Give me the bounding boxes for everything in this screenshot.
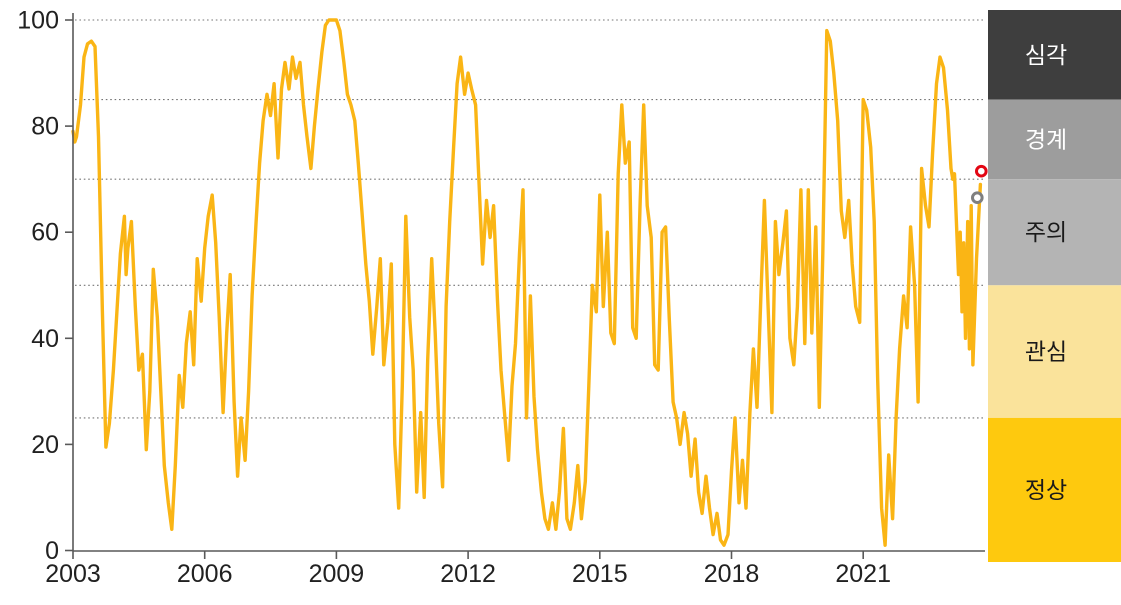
x-tick-label-2015: 2015 [572, 560, 628, 588]
series-risk-index [71, 18, 983, 547]
y-tick-label-20: 20 [31, 431, 59, 459]
y-tick-label-0: 0 [45, 537, 59, 565]
legend-band-severe [988, 10, 1121, 100]
x-tick-label-2012: 2012 [440, 560, 496, 588]
legend-band-interest [988, 285, 1121, 418]
marker-latest-value [975, 164, 988, 178]
x-tick-label-2018: 2018 [704, 560, 760, 588]
legend-label-caution: 주의 [1025, 219, 1067, 245]
legend-band-normal [988, 417, 1121, 562]
legend-label-severe: 심각 [1025, 42, 1067, 68]
legend-label-interest: 관심 [1025, 339, 1067, 365]
y-tick-label-100: 100 [17, 7, 59, 35]
legend-band-alert [988, 99, 1121, 180]
marker-previous-value [971, 191, 984, 204]
y-tick-label-80: 80 [31, 113, 59, 141]
y-tick-label-60: 60 [31, 219, 59, 247]
x-tick-label-2003: 2003 [45, 560, 101, 588]
x-tick-label-2006: 2006 [177, 560, 233, 588]
y-tick-label-40: 40 [31, 325, 59, 353]
legend-band-caution [988, 179, 1121, 286]
legend-label-alert: 경계 [1025, 126, 1067, 152]
x-tick-label-2009: 2009 [309, 560, 365, 588]
legend-label-normal: 정상 [1025, 477, 1067, 503]
x-tick-label-2021: 2021 [835, 560, 891, 588]
